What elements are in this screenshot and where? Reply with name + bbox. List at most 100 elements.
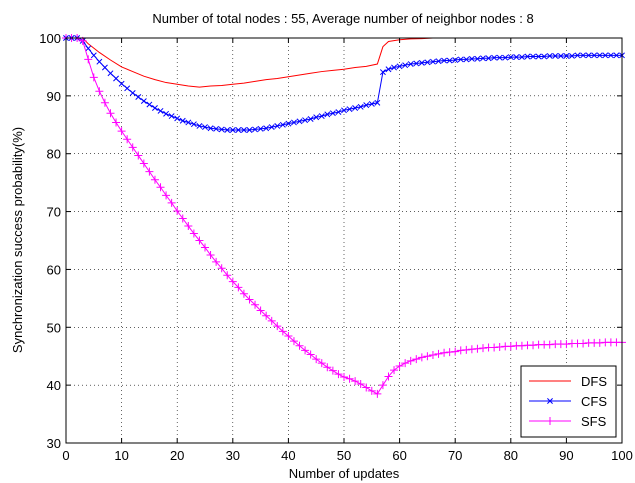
sfs-point [301,346,310,355]
cfs-point [229,127,236,133]
cfs-point [285,120,292,127]
cfs-point [296,118,303,125]
sfs-point [378,381,387,390]
sfs-point [245,295,254,304]
sfs-point [340,373,348,382]
cfs-point [291,119,297,126]
cfs-point [441,57,448,64]
cfs-point [318,113,325,120]
cfs-point [363,102,370,109]
cfs-point [163,110,170,117]
sfs-point [451,347,460,356]
cfs-point [368,101,375,107]
sfs-point [312,355,321,364]
cfs-point [140,98,147,105]
cfs-point [157,107,164,114]
cfs-point [352,105,359,111]
cfs-point [213,125,220,132]
cfs-point [118,80,125,87]
legend-item-cfs: CFS [529,394,607,409]
x-tick-label: 10 [114,448,128,463]
sfs-point [328,366,337,375]
cfs-point [101,64,108,71]
cfs-point [268,124,275,131]
cfs-point [324,111,331,118]
sfs-point [317,359,326,368]
sfs-point [239,289,248,298]
sfs-point [195,236,204,245]
sfs-point [223,271,232,280]
sfs-point [384,372,393,381]
cfs-point [257,125,264,132]
sfs-point [423,352,432,361]
cfs-point [240,127,247,133]
cfs-point [430,58,436,65]
series-sfs [62,34,626,398]
y-tick-label: 70 [47,205,61,220]
sfs-point [178,214,187,223]
legend-item-sfs: SFS [529,414,607,429]
cfs-point [107,70,114,77]
sfs-point [356,379,365,388]
cfs-point [424,59,431,66]
sfs-point [267,316,276,325]
sfs-point [428,351,437,360]
legend-label-sfs: SFS [581,414,607,429]
cfs-point [279,121,286,128]
cfs-point [246,127,253,133]
cfs-point [252,126,258,133]
cfs-point [185,119,192,126]
sfs-point [173,206,182,215]
sfs-point [206,250,215,259]
sfs-point [323,363,332,372]
sfs-point [595,338,604,347]
sfs-point [145,167,154,176]
sfs-point [445,348,454,357]
x-tick-label: 90 [559,448,573,463]
cfs-point [329,110,336,117]
sfs-point [89,73,98,82]
cfs-point [580,52,587,59]
sfs-point [401,359,410,368]
cfs-point [407,61,414,67]
y-tick-label: 90 [47,89,61,104]
cfs-point [607,52,614,59]
chart-title: Number of total nodes : 55, Average numb… [152,11,533,26]
y-tick-label: 80 [47,147,61,162]
sfs-point [234,283,243,292]
sfs-point [495,342,504,351]
sfs-point [100,98,109,107]
cfs-point [502,54,509,61]
sfs-point [284,331,293,340]
cfs-point [485,55,492,62]
cfs-point [179,117,186,124]
cfs-point [468,55,475,62]
cfs-point [513,54,520,61]
sfs-point [212,257,221,266]
cfs-point [263,125,270,132]
sfs-point [295,341,304,350]
sfs-point [479,344,487,353]
sfs-point [167,198,176,207]
sfs-point [334,370,343,379]
cfs-point [596,52,603,59]
cfs-point [396,63,403,70]
cfs-point [357,103,364,110]
cfs-point [341,107,347,114]
sfs-point [440,348,449,357]
cfs-point [552,52,559,59]
cfs-point [452,57,459,63]
x-tick-label: 30 [226,448,240,463]
cfs-point [496,54,503,61]
legend-marker-sfs [546,417,554,425]
x-axis-title: Number of updates [289,466,400,481]
sfs-point [217,264,226,273]
cfs-point [435,58,442,65]
sfs-point [390,366,399,375]
cfs-point [90,52,97,59]
sfs-point [112,118,121,127]
legend-label-cfs: CFS [581,394,607,409]
cfs-point [190,121,197,128]
cfs-point [574,52,581,59]
